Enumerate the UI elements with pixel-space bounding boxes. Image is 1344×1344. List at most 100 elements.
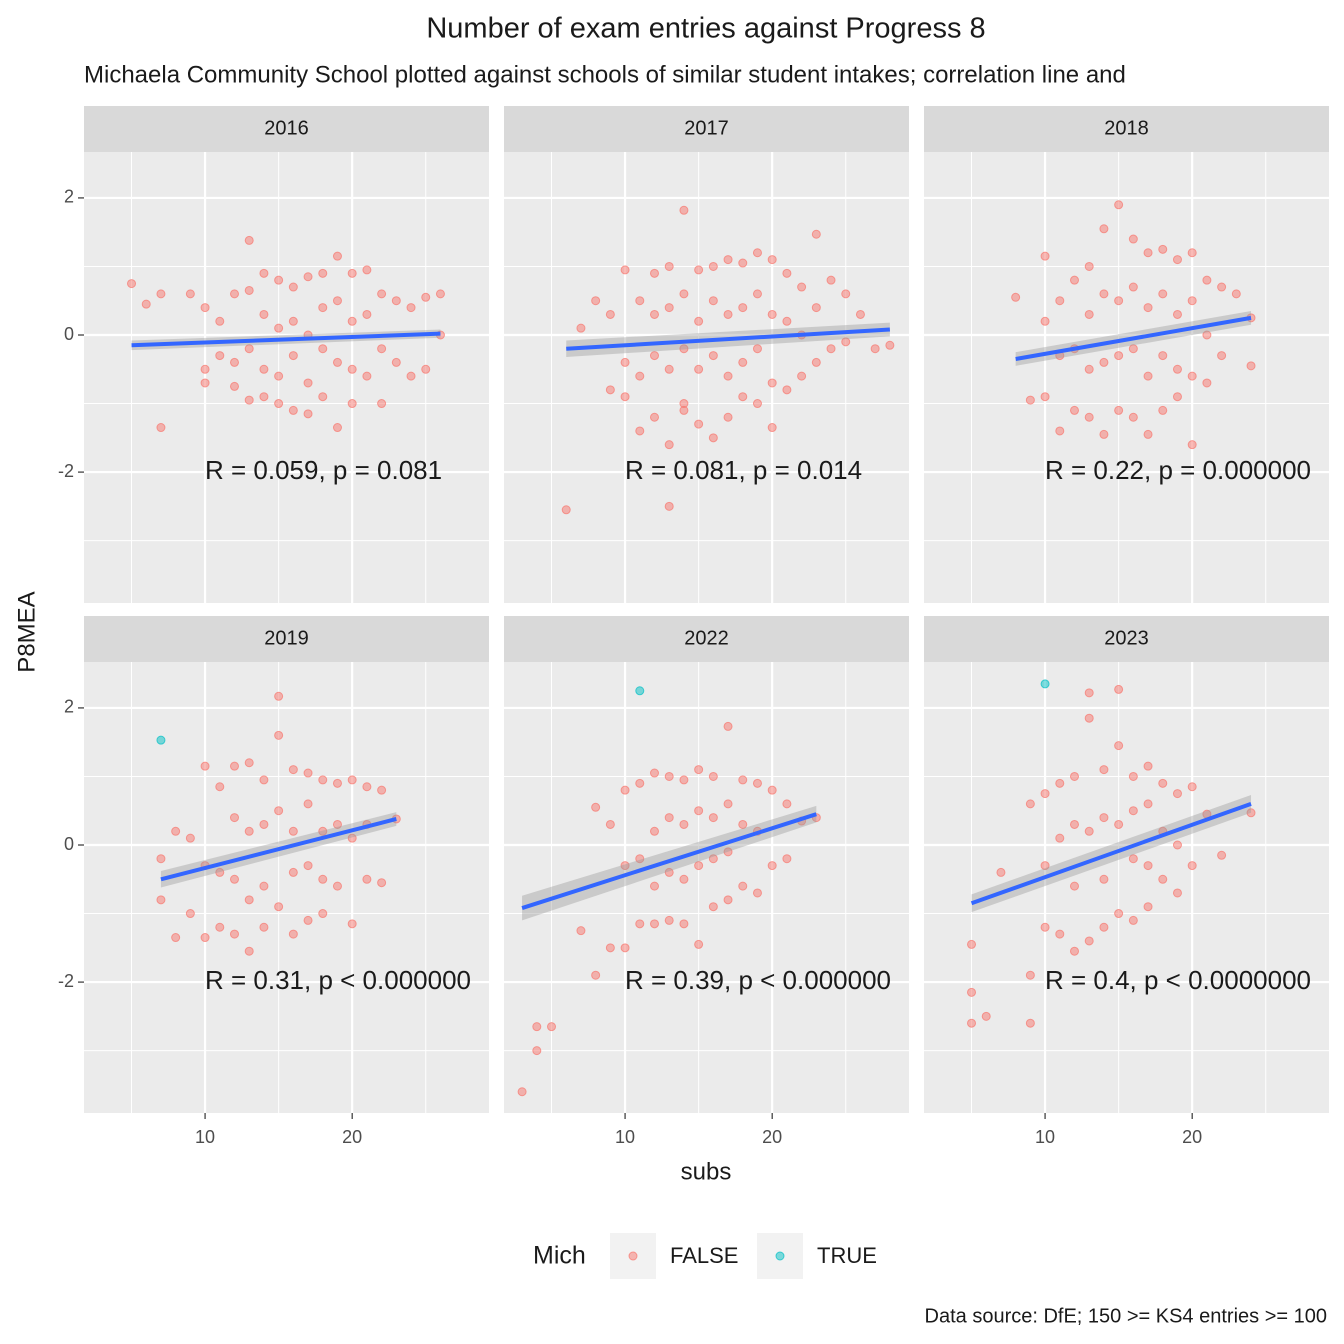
point (1084, 826, 1094, 836)
point (1172, 840, 1182, 850)
point (229, 874, 239, 884)
legend-symbol (628, 1251, 638, 1261)
point (244, 946, 254, 956)
point (303, 915, 313, 925)
point (635, 778, 645, 788)
point (605, 385, 615, 395)
point (708, 351, 718, 361)
chart-subtitle: Michaela Community School plotted agains… (84, 61, 1126, 88)
point (1172, 364, 1182, 374)
point (649, 919, 659, 929)
point (767, 861, 777, 871)
point (767, 309, 777, 319)
point (200, 933, 210, 943)
point (347, 364, 357, 374)
point (1128, 771, 1138, 781)
point (332, 296, 342, 306)
point (723, 309, 733, 319)
point (332, 251, 342, 261)
point (244, 344, 254, 354)
point (1099, 922, 1109, 932)
panel-background (504, 152, 909, 603)
point (200, 761, 210, 771)
point (576, 323, 586, 333)
point (708, 854, 718, 864)
point (1143, 799, 1153, 809)
point (1084, 936, 1094, 946)
point (1055, 778, 1065, 788)
strip (84, 616, 489, 662)
point (547, 1022, 557, 1032)
point (1069, 881, 1079, 891)
point (288, 405, 298, 415)
point (244, 395, 254, 405)
point (1114, 819, 1124, 829)
point (694, 861, 704, 871)
y-tick-label: 2 (64, 697, 74, 717)
point (1025, 799, 1035, 809)
point (274, 371, 284, 381)
panel: 2022 10 20 R = 0.39, p < 0.000000 (504, 616, 909, 1147)
point (752, 248, 762, 258)
strip (924, 106, 1329, 152)
point (1084, 688, 1094, 698)
annotation: R = 0.22, p = 0.000000 (1045, 455, 1311, 485)
point (1084, 261, 1094, 271)
panel: 2019 10 20 -2 0 2 R = 0.31, p < 0.000000 (58, 616, 489, 1147)
point (318, 344, 328, 354)
point (1172, 255, 1182, 265)
point (347, 833, 357, 843)
point (767, 255, 777, 265)
point (649, 309, 659, 319)
point (694, 939, 704, 949)
point (826, 344, 836, 354)
point (649, 268, 659, 278)
point (967, 1018, 977, 1028)
point (1040, 789, 1050, 799)
point (591, 802, 601, 812)
point (332, 778, 342, 788)
point (1128, 412, 1138, 422)
point (517, 1087, 527, 1097)
point (288, 826, 298, 836)
point (1158, 289, 1168, 299)
y-tick-label: -2 (58, 971, 74, 991)
point (811, 229, 821, 239)
point (561, 505, 571, 515)
point (1040, 316, 1050, 326)
point (1172, 789, 1182, 799)
point (1172, 392, 1182, 402)
point (649, 881, 659, 891)
point (332, 357, 342, 367)
strip-label: 2023 (1104, 627, 1149, 649)
point (288, 765, 298, 775)
point (156, 895, 166, 905)
point (318, 268, 328, 278)
point (1099, 224, 1109, 234)
point (362, 371, 372, 381)
point (1025, 395, 1035, 405)
panel-content: R = 0.31, p < 0.000000 (156, 691, 471, 995)
point (288, 929, 298, 939)
point (1084, 309, 1094, 319)
y-tick-label: 0 (64, 834, 74, 854)
panel-background (504, 662, 909, 1113)
point (1069, 771, 1079, 781)
legend-label: FALSE (670, 1243, 738, 1268)
point (532, 1022, 542, 1032)
point (1114, 909, 1124, 919)
point (1187, 248, 1197, 258)
panel-content: R = 0.22, p = 0.000000 (1011, 200, 1311, 485)
point (377, 289, 387, 299)
point (1099, 357, 1109, 367)
point (303, 409, 313, 419)
strip-label: 2017 (684, 117, 729, 139)
strip-label: 2022 (684, 627, 729, 649)
point (185, 289, 195, 299)
point (362, 782, 372, 792)
point (752, 289, 762, 299)
panel: 2023 10 20 R = 0.4, p < 0.0000000 (924, 616, 1329, 1147)
strip-label: 2019 (264, 627, 309, 649)
point (996, 867, 1006, 877)
point (274, 902, 284, 912)
